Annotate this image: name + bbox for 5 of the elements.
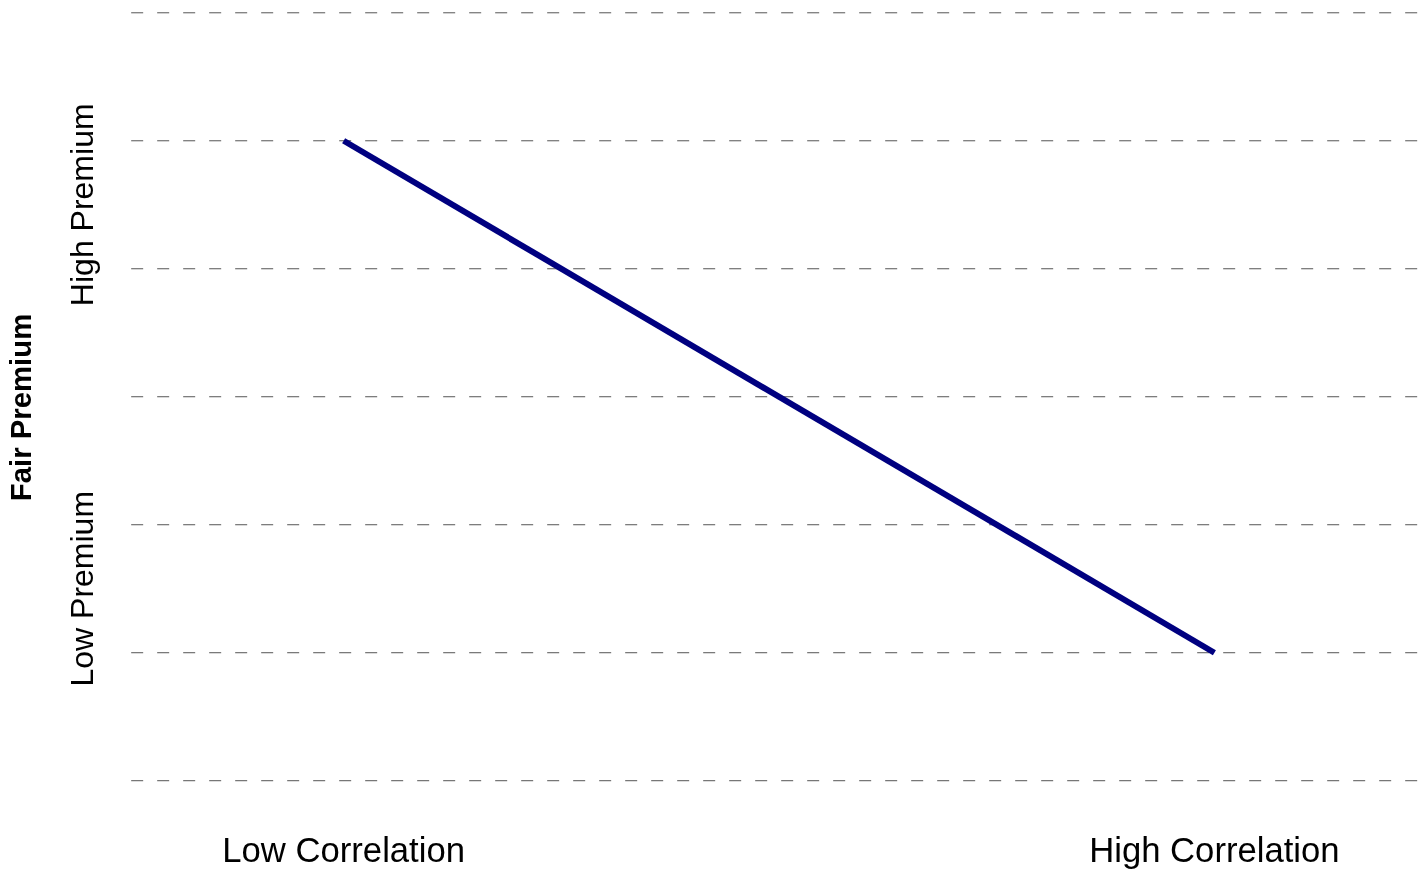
text: High Premium: [64, 103, 101, 307]
x-tick-label: High Correlation: [1089, 830, 1340, 869]
y-axis-title: Fair Premium: [3, 313, 37, 502]
x-tick-label: Low Correlation: [222, 830, 466, 869]
text: Low Premium: [64, 490, 101, 687]
